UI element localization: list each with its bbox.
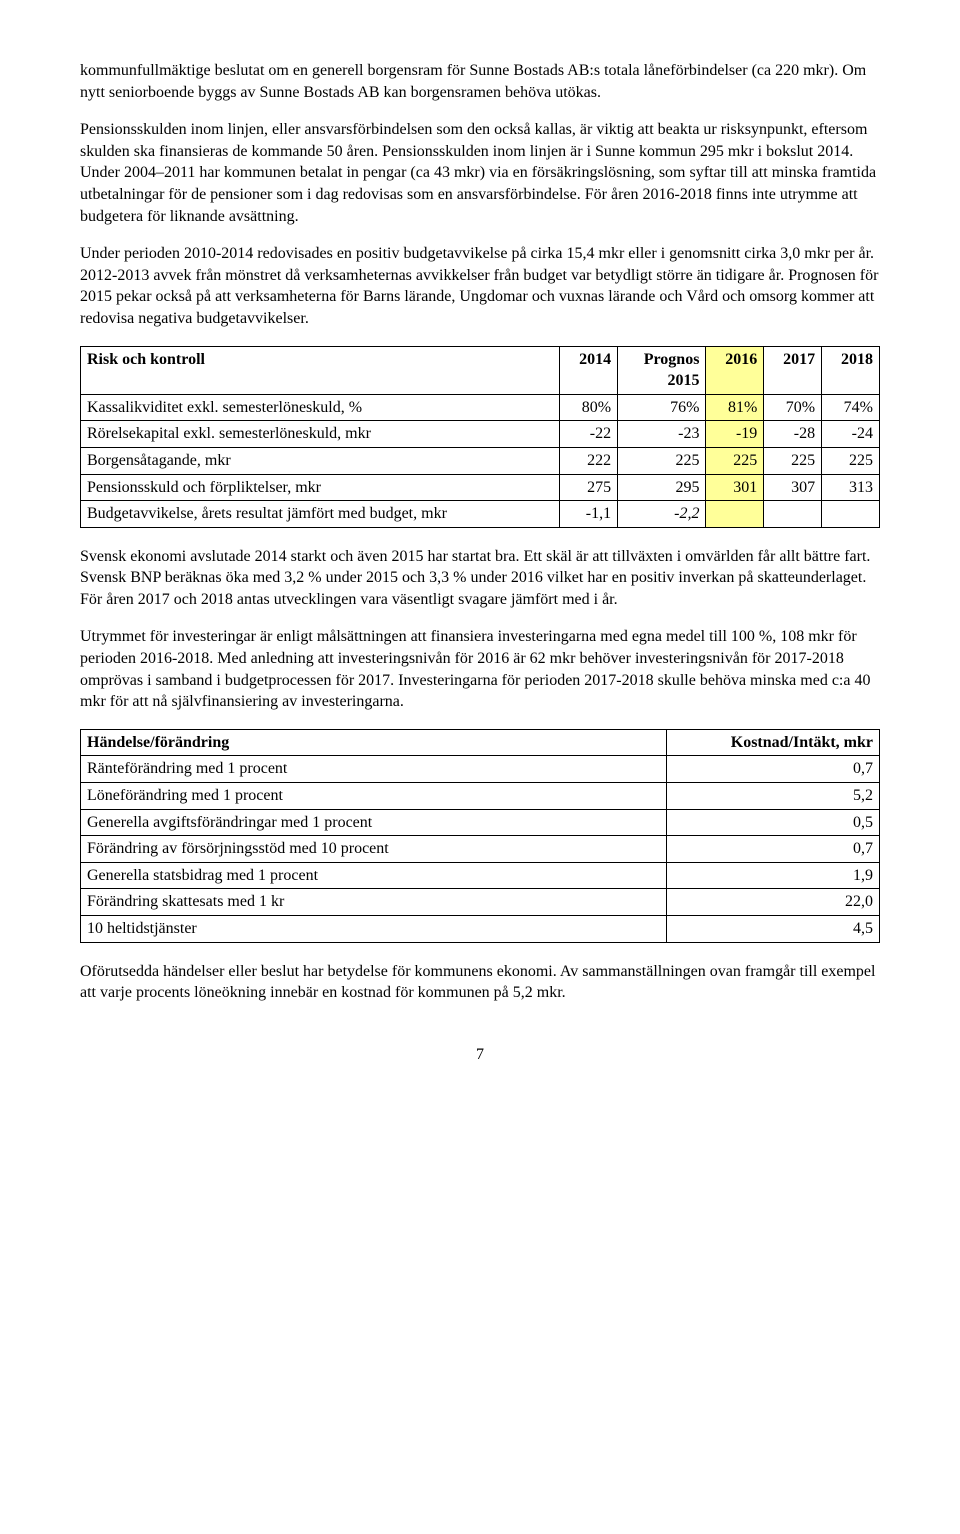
- row-label: Förändring av försörjningsstöd med 10 pr…: [81, 836, 667, 863]
- paragraph-4: Svensk ekonomi avslutade 2014 starkt och…: [80, 546, 880, 611]
- cell: -28: [764, 421, 822, 448]
- cell: 275: [560, 474, 618, 501]
- cell: 222: [560, 447, 618, 474]
- paragraph-5: Utrymmet för investeringar är enligt mål…: [80, 626, 880, 712]
- cell: 81%: [706, 394, 764, 421]
- cell: 225: [618, 447, 706, 474]
- table-row: Generella statsbidrag med 1 procent 1,9: [81, 862, 880, 889]
- col-header-prognos: Prognos 2015: [618, 346, 706, 394]
- table-row: Pensionsskuld och förpliktelser, mkr 275…: [81, 474, 880, 501]
- row-label: Budgetavvikelse, årets resultat jämfört …: [81, 501, 560, 528]
- col-header-2018: 2018: [822, 346, 880, 394]
- paragraph-2: Pensionsskulden inom linjen, eller ansva…: [80, 119, 880, 227]
- risk-kontroll-table: Risk och kontroll 2014 Prognos 2015 2016…: [80, 346, 880, 528]
- row-label: Löneförändring med 1 procent: [81, 783, 667, 810]
- cell: [706, 501, 764, 528]
- col-header-label: Risk och kontroll: [81, 346, 560, 394]
- table-row: Löneförändring med 1 procent 5,2: [81, 783, 880, 810]
- table-row: 10 heltidstjänster 4,5: [81, 916, 880, 943]
- cell: [822, 501, 880, 528]
- cell: 225: [822, 447, 880, 474]
- table-row: Förändring av försörjningsstöd med 10 pr…: [81, 836, 880, 863]
- cell: 0,5: [667, 809, 880, 836]
- cell: 0,7: [667, 756, 880, 783]
- row-label: Ränteförändring med 1 procent: [81, 756, 667, 783]
- table-row: Borgensåtagande, mkr 222 225 225 225 225: [81, 447, 880, 474]
- table-row: Ränteförändring med 1 procent 0,7: [81, 756, 880, 783]
- row-label: Kassalikviditet exkl. semesterlöneskuld,…: [81, 394, 560, 421]
- cell: 1,9: [667, 862, 880, 889]
- paragraph-3: Under perioden 2010-2014 redovisades en …: [80, 243, 880, 329]
- cell: 301: [706, 474, 764, 501]
- cell: -1,1: [560, 501, 618, 528]
- col-header-2016: 2016: [706, 346, 764, 394]
- cell: 80%: [560, 394, 618, 421]
- cell: [764, 501, 822, 528]
- cell: 313: [822, 474, 880, 501]
- table-row: Kassalikviditet exkl. semesterlöneskuld,…: [81, 394, 880, 421]
- cell: -24: [822, 421, 880, 448]
- col-header-handelse: Händelse/förändring: [81, 729, 667, 756]
- table-row: Rörelsekapital exkl. semesterlöneskuld, …: [81, 421, 880, 448]
- cell: 295: [618, 474, 706, 501]
- cell: 4,5: [667, 916, 880, 943]
- table-row: Generella avgiftsförändringar med 1 proc…: [81, 809, 880, 836]
- cell: 74%: [822, 394, 880, 421]
- paragraph-6: Oförutsedda händelser eller beslut har b…: [80, 961, 880, 1004]
- table-row: Budgetavvikelse, årets resultat jämfört …: [81, 501, 880, 528]
- page-number: 7: [80, 1044, 880, 1066]
- cell: -23: [618, 421, 706, 448]
- table-header-row: Risk och kontroll 2014 Prognos 2015 2016…: [81, 346, 880, 394]
- row-label: Förändring skattesats med 1 kr: [81, 889, 667, 916]
- cell: -2,2: [618, 501, 706, 528]
- row-label: Generella statsbidrag med 1 procent: [81, 862, 667, 889]
- cell: 76%: [618, 394, 706, 421]
- cell: 0,7: [667, 836, 880, 863]
- handelse-table: Händelse/förändring Kostnad/Intäkt, mkr …: [80, 729, 880, 943]
- col-header-2017: 2017: [764, 346, 822, 394]
- cell: 225: [764, 447, 822, 474]
- cell: 307: [764, 474, 822, 501]
- cell: 70%: [764, 394, 822, 421]
- col-header-2014: 2014: [560, 346, 618, 394]
- paragraph-1: kommunfullmäktige beslutat om en generel…: [80, 60, 880, 103]
- cell: -22: [560, 421, 618, 448]
- row-label: 10 heltidstjänster: [81, 916, 667, 943]
- row-label: Rörelsekapital exkl. semesterlöneskuld, …: [81, 421, 560, 448]
- row-label: Pensionsskuld och förpliktelser, mkr: [81, 474, 560, 501]
- table-row: Förändring skattesats med 1 kr 22,0: [81, 889, 880, 916]
- table-header-row: Händelse/förändring Kostnad/Intäkt, mkr: [81, 729, 880, 756]
- cell: -19: [706, 421, 764, 448]
- cell: 22,0: [667, 889, 880, 916]
- row-label: Borgensåtagande, mkr: [81, 447, 560, 474]
- row-label: Generella avgiftsförändringar med 1 proc…: [81, 809, 667, 836]
- cell: 5,2: [667, 783, 880, 810]
- col-header-kostnad: Kostnad/Intäkt, mkr: [667, 729, 880, 756]
- paragraph-2a: Pensionsskulden inom linjen, eller ansva…: [80, 121, 867, 160]
- paragraph-2b: Under 2004–2011 har kommunen betalat in …: [80, 164, 876, 224]
- cell: 225: [706, 447, 764, 474]
